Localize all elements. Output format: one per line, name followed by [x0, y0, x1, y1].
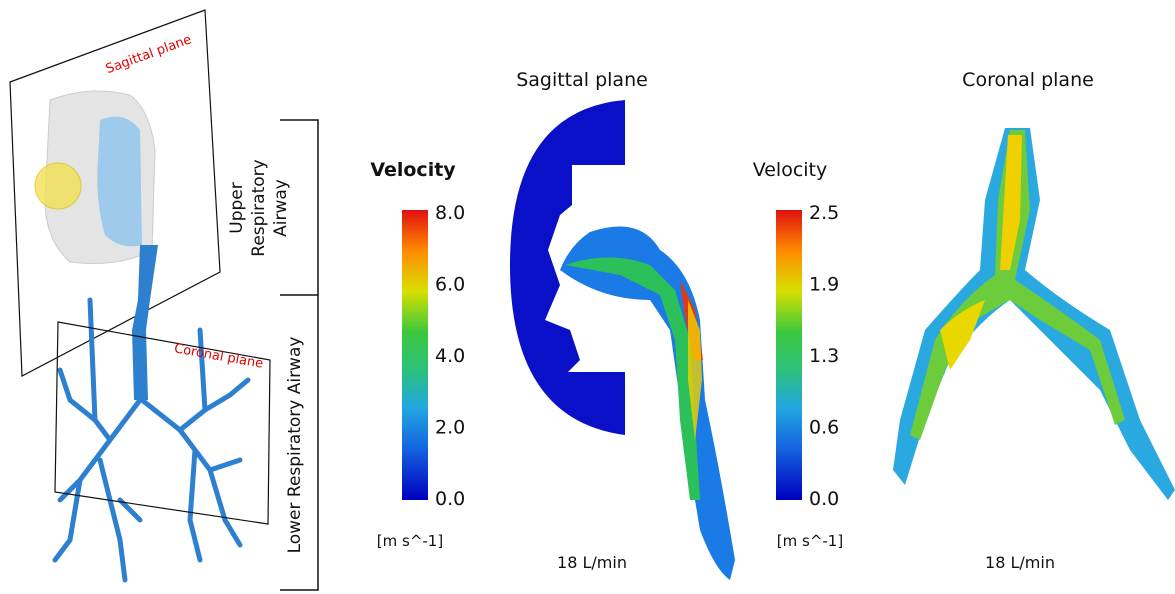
colorbar-tick-label: 0.0	[809, 488, 839, 510]
colorbar-unit: [m s^-1]	[777, 532, 843, 550]
colorbar-gradient	[402, 210, 428, 500]
colorbar-unit: [m s^-1]	[377, 532, 443, 550]
colorbar-title: Velocity	[370, 159, 456, 181]
flow-rate: 18 L/min	[557, 553, 627, 572]
colorbar-title: Velocity	[753, 159, 828, 181]
colorbar-tick-label: 0.0	[435, 488, 465, 510]
plane-label: Coronal plane	[173, 341, 264, 371]
airway-3d: Sagittal plane Coronal plane	[9, 9, 271, 583]
trachea	[132, 245, 158, 400]
region-label: Lower Respiratory Airway	[285, 337, 305, 554]
colorbar-tick-label: 4.0	[435, 345, 465, 367]
panel-title: Sagittal plane	[516, 69, 648, 91]
region-label: Respiratory	[249, 159, 269, 256]
colorbar-tick-label: 2.0	[435, 417, 465, 439]
colorbar-tick-label: 8.0	[435, 202, 465, 224]
colorbar-gradient	[776, 210, 802, 500]
sagittal-plane-outline	[9, 9, 221, 377]
nostril-highlight	[34, 162, 82, 210]
colorbar-tick-label: 6.0	[435, 274, 465, 296]
plane-label: Sagittal plane	[104, 32, 194, 77]
coronal-plane-outline	[54, 321, 271, 525]
bronchial-tree	[52, 297, 251, 583]
colorbar: Velocity 2.5 1.9 1.3 0.6 0.0 [m s^-1]	[753, 159, 843, 550]
colorbar-tick-label: 1.9	[809, 274, 839, 296]
coronal-contour: Coronal plane 18 L/min	[893, 69, 1175, 572]
sagittal-contour: Sagittal plane 18 L/min	[510, 69, 735, 580]
colorbar-tick-label: 2.5	[809, 202, 839, 224]
flow-rate: 18 L/min	[985, 553, 1055, 572]
nasal-cavity	[97, 116, 142, 247]
region-bracket: Upper Respiratory Airway Lower Respirato…	[227, 119, 319, 591]
region-label: Upper	[227, 182, 247, 233]
region-label: Airway	[271, 179, 291, 237]
panel-title: Coronal plane	[962, 69, 1094, 91]
colorbar: Velocity 8.0 6.0 4.0 2.0 0.0 [m s^-1]	[370, 159, 465, 550]
colorbar-tick-label: 0.6	[809, 417, 839, 439]
colorbar-tick-label: 1.3	[809, 345, 839, 367]
